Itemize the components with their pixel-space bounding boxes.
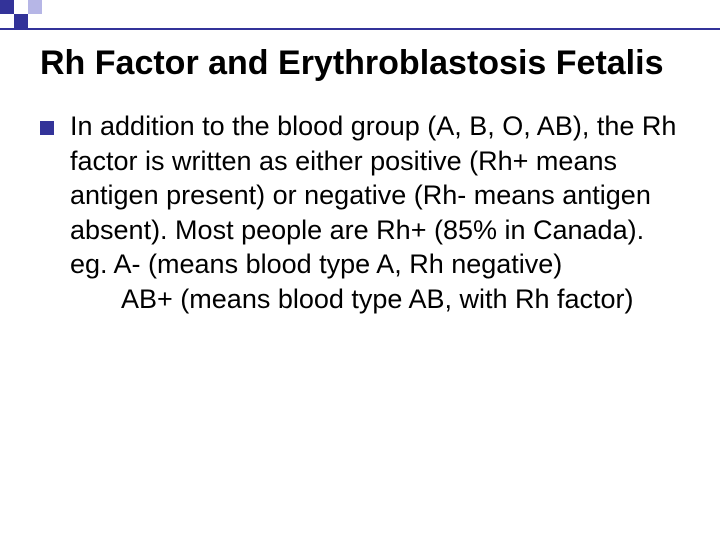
bullet-line-3: AB+ (means blood type AB, with Rh factor… bbox=[70, 284, 634, 314]
slide-title: Rh Factor and Erythroblastosis Fetalis bbox=[40, 44, 680, 83]
bullet-text: In addition to the blood group (A, B, O,… bbox=[70, 109, 680, 316]
divider-line bbox=[0, 28, 720, 30]
bullet-line-2: eg. A- (means blood type A, Rh negative) bbox=[70, 249, 562, 279]
corner-decoration bbox=[0, 0, 120, 40]
bullet-item: In addition to the blood group (A, B, O,… bbox=[40, 109, 680, 316]
slide-content: Rh Factor and Erythroblastosis Fetalis I… bbox=[0, 0, 720, 316]
bullet-line-1: In addition to the blood group (A, B, O,… bbox=[70, 111, 676, 245]
bullet-marker bbox=[40, 121, 54, 135]
